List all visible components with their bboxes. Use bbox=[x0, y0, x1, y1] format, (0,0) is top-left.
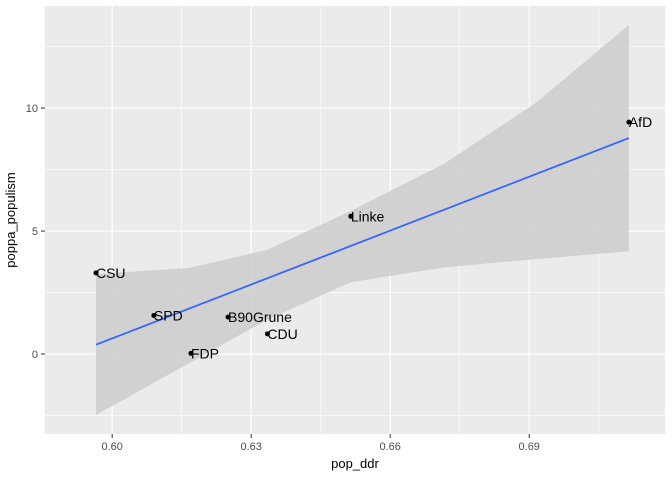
point-label-linke: Linke bbox=[351, 208, 385, 224]
point-label-spd: SPD bbox=[154, 307, 183, 323]
data-point-fdp bbox=[188, 350, 194, 356]
y-axis-title: poppa_populism bbox=[3, 172, 18, 267]
x-tick-label: 0.60 bbox=[101, 441, 122, 453]
data-point-spd bbox=[151, 312, 157, 318]
data-point-afd bbox=[626, 119, 632, 125]
data-point-linke bbox=[348, 213, 354, 219]
point-label-cdu: CDU bbox=[267, 326, 297, 342]
data-point-b90grune bbox=[225, 314, 231, 320]
point-label-afd: AfD bbox=[629, 114, 652, 130]
regression-line bbox=[95, 137, 630, 346]
point-label-csu: CSU bbox=[96, 265, 126, 281]
y-tick-label: 5 bbox=[32, 226, 38, 238]
y-tick-label: 0 bbox=[32, 349, 38, 361]
x-axis-title: pop_ddr bbox=[331, 456, 379, 471]
x-tick-label: 0.63 bbox=[240, 441, 261, 453]
point-label-b90grune: B90Grune bbox=[228, 309, 292, 325]
x-axis-ticks: 0.60 0.63 0.66 0.69 bbox=[101, 434, 540, 453]
point-label-fdp: FDP bbox=[191, 345, 219, 361]
data-point-csu bbox=[93, 270, 99, 276]
x-tick-label: 0.69 bbox=[519, 441, 540, 453]
data-point-cdu bbox=[264, 331, 270, 337]
y-axis-ticks: 0 5 10 bbox=[26, 103, 45, 361]
x-tick-label: 0.66 bbox=[380, 441, 401, 453]
y-tick-label: 10 bbox=[26, 103, 38, 115]
data-points bbox=[93, 119, 632, 356]
